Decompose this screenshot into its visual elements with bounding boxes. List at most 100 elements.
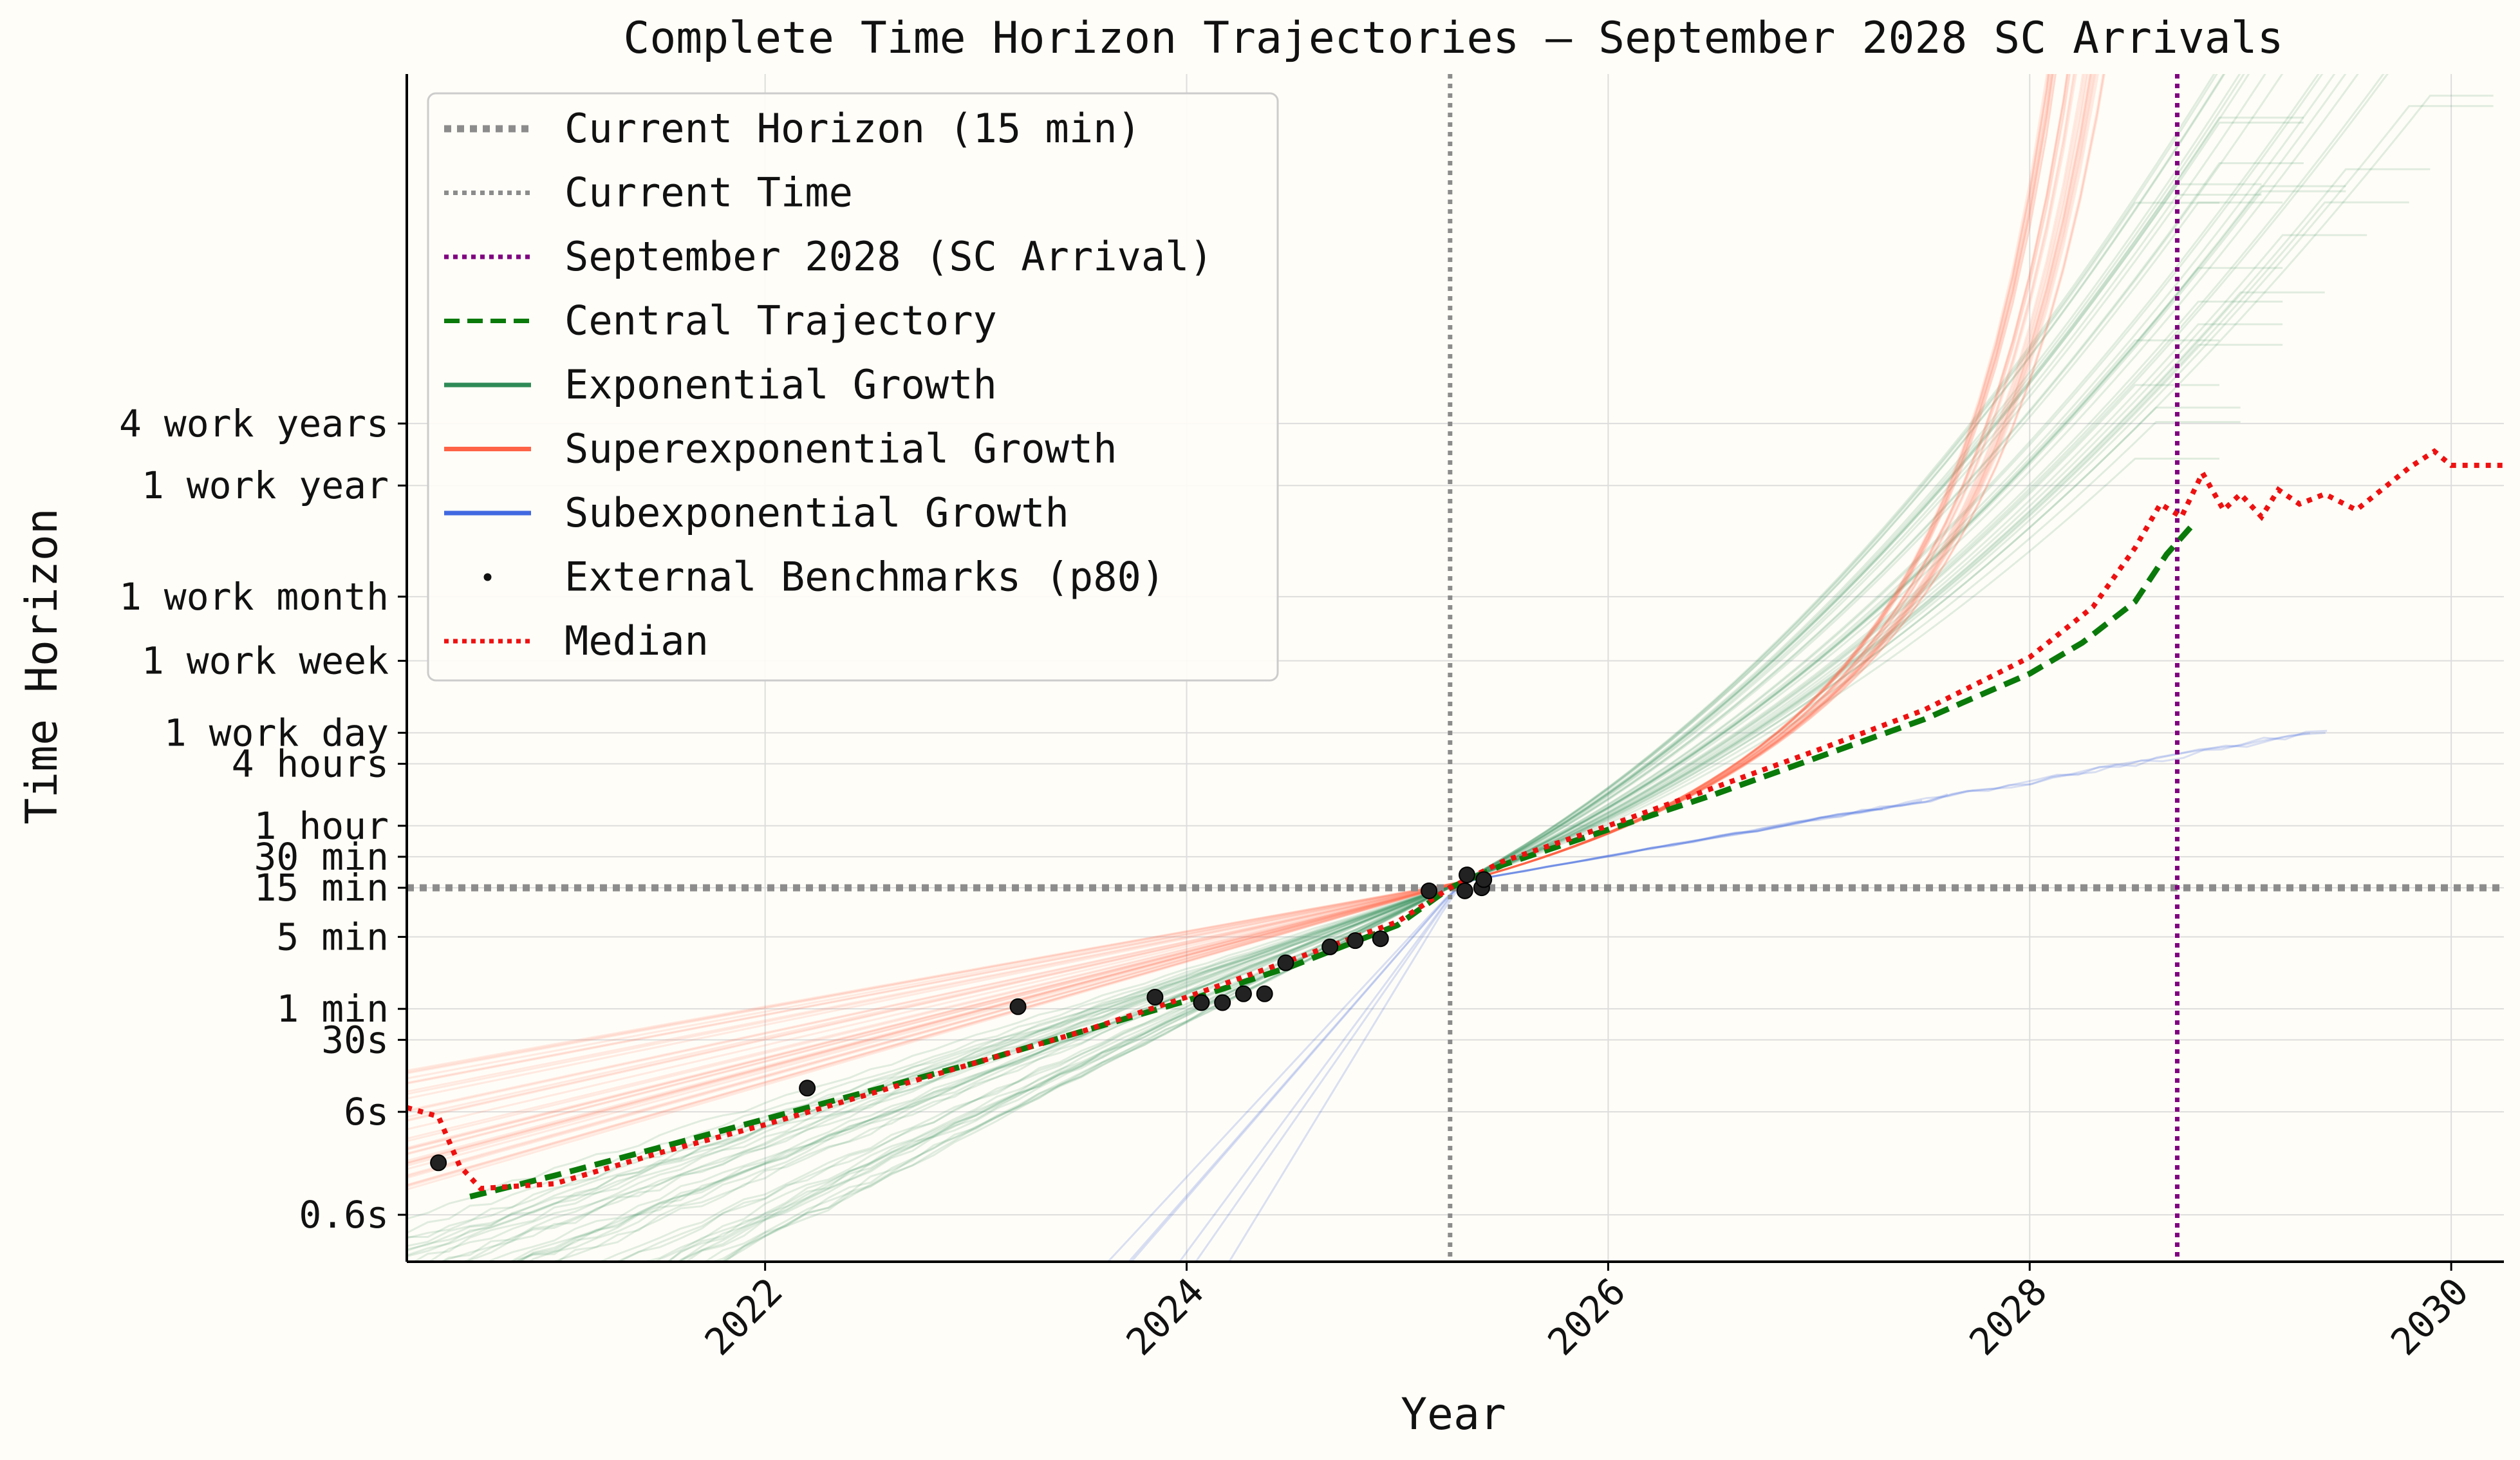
y-tick-label: 1 min [276, 987, 389, 1031]
sample-trajectory [407, 74, 2077, 1130]
legend-label: Superexponential Growth [565, 426, 1117, 473]
sample-trajectory [407, 74, 2068, 1118]
legend-label: Median [565, 617, 709, 664]
benchmark-point [1193, 994, 1210, 1011]
sample-trajectory [675, 74, 2250, 1262]
median-line [407, 448, 2504, 1192]
sample-trajectory [407, 74, 2057, 1155]
sample-trajectory [439, 74, 2389, 1262]
sample-trajectory [407, 201, 2409, 1251]
y-tick-label: 6s [344, 1090, 389, 1134]
sample-trajectory [407, 406, 2241, 1239]
series-lines [407, 448, 2504, 1200]
sample-trajectory [514, 74, 2347, 1262]
sample-trajectory [407, 168, 2431, 1258]
sample-trajectory [555, 74, 2324, 1262]
sample-trajectory [407, 74, 2097, 1122]
sample-trajectory [1227, 793, 1948, 1262]
sample-trajectory [465, 301, 2283, 1262]
sample-trajectory [461, 74, 2385, 1262]
sample-trajectory [407, 74, 2050, 1164]
sample-trajectory [407, 74, 2087, 1100]
sample-trajectory [407, 458, 2219, 1220]
sample-trajectory [407, 74, 2093, 1165]
legend-label: Central Trajectory [565, 297, 997, 344]
sample-trajectory [676, 74, 2245, 1262]
benchmark-point [1009, 998, 1027, 1015]
y-tick-label: 1 hour [254, 804, 389, 848]
benchmark-point [1214, 994, 1231, 1011]
sample-trajectory [407, 74, 2054, 1191]
sample-trajectory [1106, 732, 2310, 1262]
sample-trajectory [407, 74, 2089, 1177]
legend-item: Current Horizon (15 min) [444, 105, 1141, 152]
y-tick-label: 4 hours [232, 742, 389, 785]
sample-trajectory [407, 74, 2054, 1179]
sample-trajectory [407, 74, 2053, 1093]
legend-item: Central Trajectory [444, 297, 997, 344]
sample-trajectory [407, 74, 2092, 1186]
sample-trajectory [1194, 808, 1883, 1262]
benchmark-point [1256, 985, 1273, 1002]
benchmark-point [1321, 938, 1339, 955]
sample-trajectory [1178, 800, 1923, 1262]
sample-trajectory [703, 74, 2226, 1262]
sample-trajectory [527, 74, 2336, 1262]
legend-label: September 2028 (SC Arrival) [565, 233, 1213, 280]
sample-trajectory [407, 74, 2055, 1162]
x-tick-label: 2024 [1118, 1269, 1213, 1364]
sample-trajectory [407, 74, 2069, 1085]
sample-trajectory [407, 74, 2069, 1095]
sample-trajectory [407, 74, 2095, 1084]
sample-trajectory [407, 74, 2099, 1156]
benchmark-point [1347, 932, 1364, 950]
sample-trajectory [487, 74, 2359, 1262]
sample-trajectory [1127, 729, 2328, 1262]
benchmark-point [1235, 985, 1252, 1002]
legend-item: Exponential Growth [444, 361, 997, 408]
legend-item: Superexponential Growth [444, 426, 1117, 473]
sample-trajectory [407, 74, 2105, 1112]
benchmark-point [430, 1154, 447, 1172]
sample-trajectory [1130, 732, 2326, 1262]
sample-trajectory [440, 384, 2219, 1262]
legend-item: Current Time [444, 169, 853, 216]
chart-title: Complete Time Horizon Trajectories — Sep… [623, 13, 2283, 64]
sample-trajectory [407, 74, 2076, 1073]
sample-trajectory [407, 74, 2050, 1113]
x-tick-label: 2030 [2382, 1269, 2477, 1364]
benchmark-point [1421, 882, 1438, 899]
sample-trajectory [407, 74, 2075, 1188]
sample-trajectory [515, 339, 2219, 1262]
y-tick-label: 0.6s [299, 1193, 389, 1237]
sample-trajectory [407, 74, 2084, 1151]
sample-trajectory [407, 344, 2283, 1252]
x-axis-label: Year [1401, 1389, 1506, 1440]
sample-trajectory [617, 74, 2284, 1262]
sample-trajectory [407, 74, 2051, 1074]
sample-trajectory [407, 74, 2086, 1150]
sample-trajectory [550, 74, 2320, 1262]
benchmark-point [1372, 930, 1389, 948]
legend-label: Current Horizon (15 min) [565, 105, 1141, 152]
legend-label: Exponential Growth [565, 361, 997, 408]
legend-label: External Benchmarks (p80) [565, 554, 1165, 601]
legend: Current Horizon (15 min) Current Time Sept… [427, 92, 1279, 682]
legend-item: External Benchmarks (p80) [483, 554, 1165, 601]
sample-trajectory [407, 74, 2106, 1080]
benchmark-point [1456, 882, 1473, 899]
benchmark-point [799, 1080, 816, 1097]
legend-item: Median [444, 617, 709, 664]
sample-trajectory [412, 234, 2367, 1262]
sample-trajectory [407, 74, 2071, 1149]
sample-trajectories [407, 74, 2494, 1262]
benchmark-point [1459, 866, 1476, 884]
sample-trajectory [684, 74, 2241, 1262]
sample-trajectory [709, 74, 2225, 1262]
plot-area [407, 74, 2504, 1262]
legend-label: Current Time [565, 169, 853, 216]
x-ticks: 2022 2024 2026 2028 2030 [696, 1262, 2477, 1364]
x-tick-label: 2026 [1539, 1269, 1634, 1364]
sample-trajectory [407, 74, 2057, 1140]
